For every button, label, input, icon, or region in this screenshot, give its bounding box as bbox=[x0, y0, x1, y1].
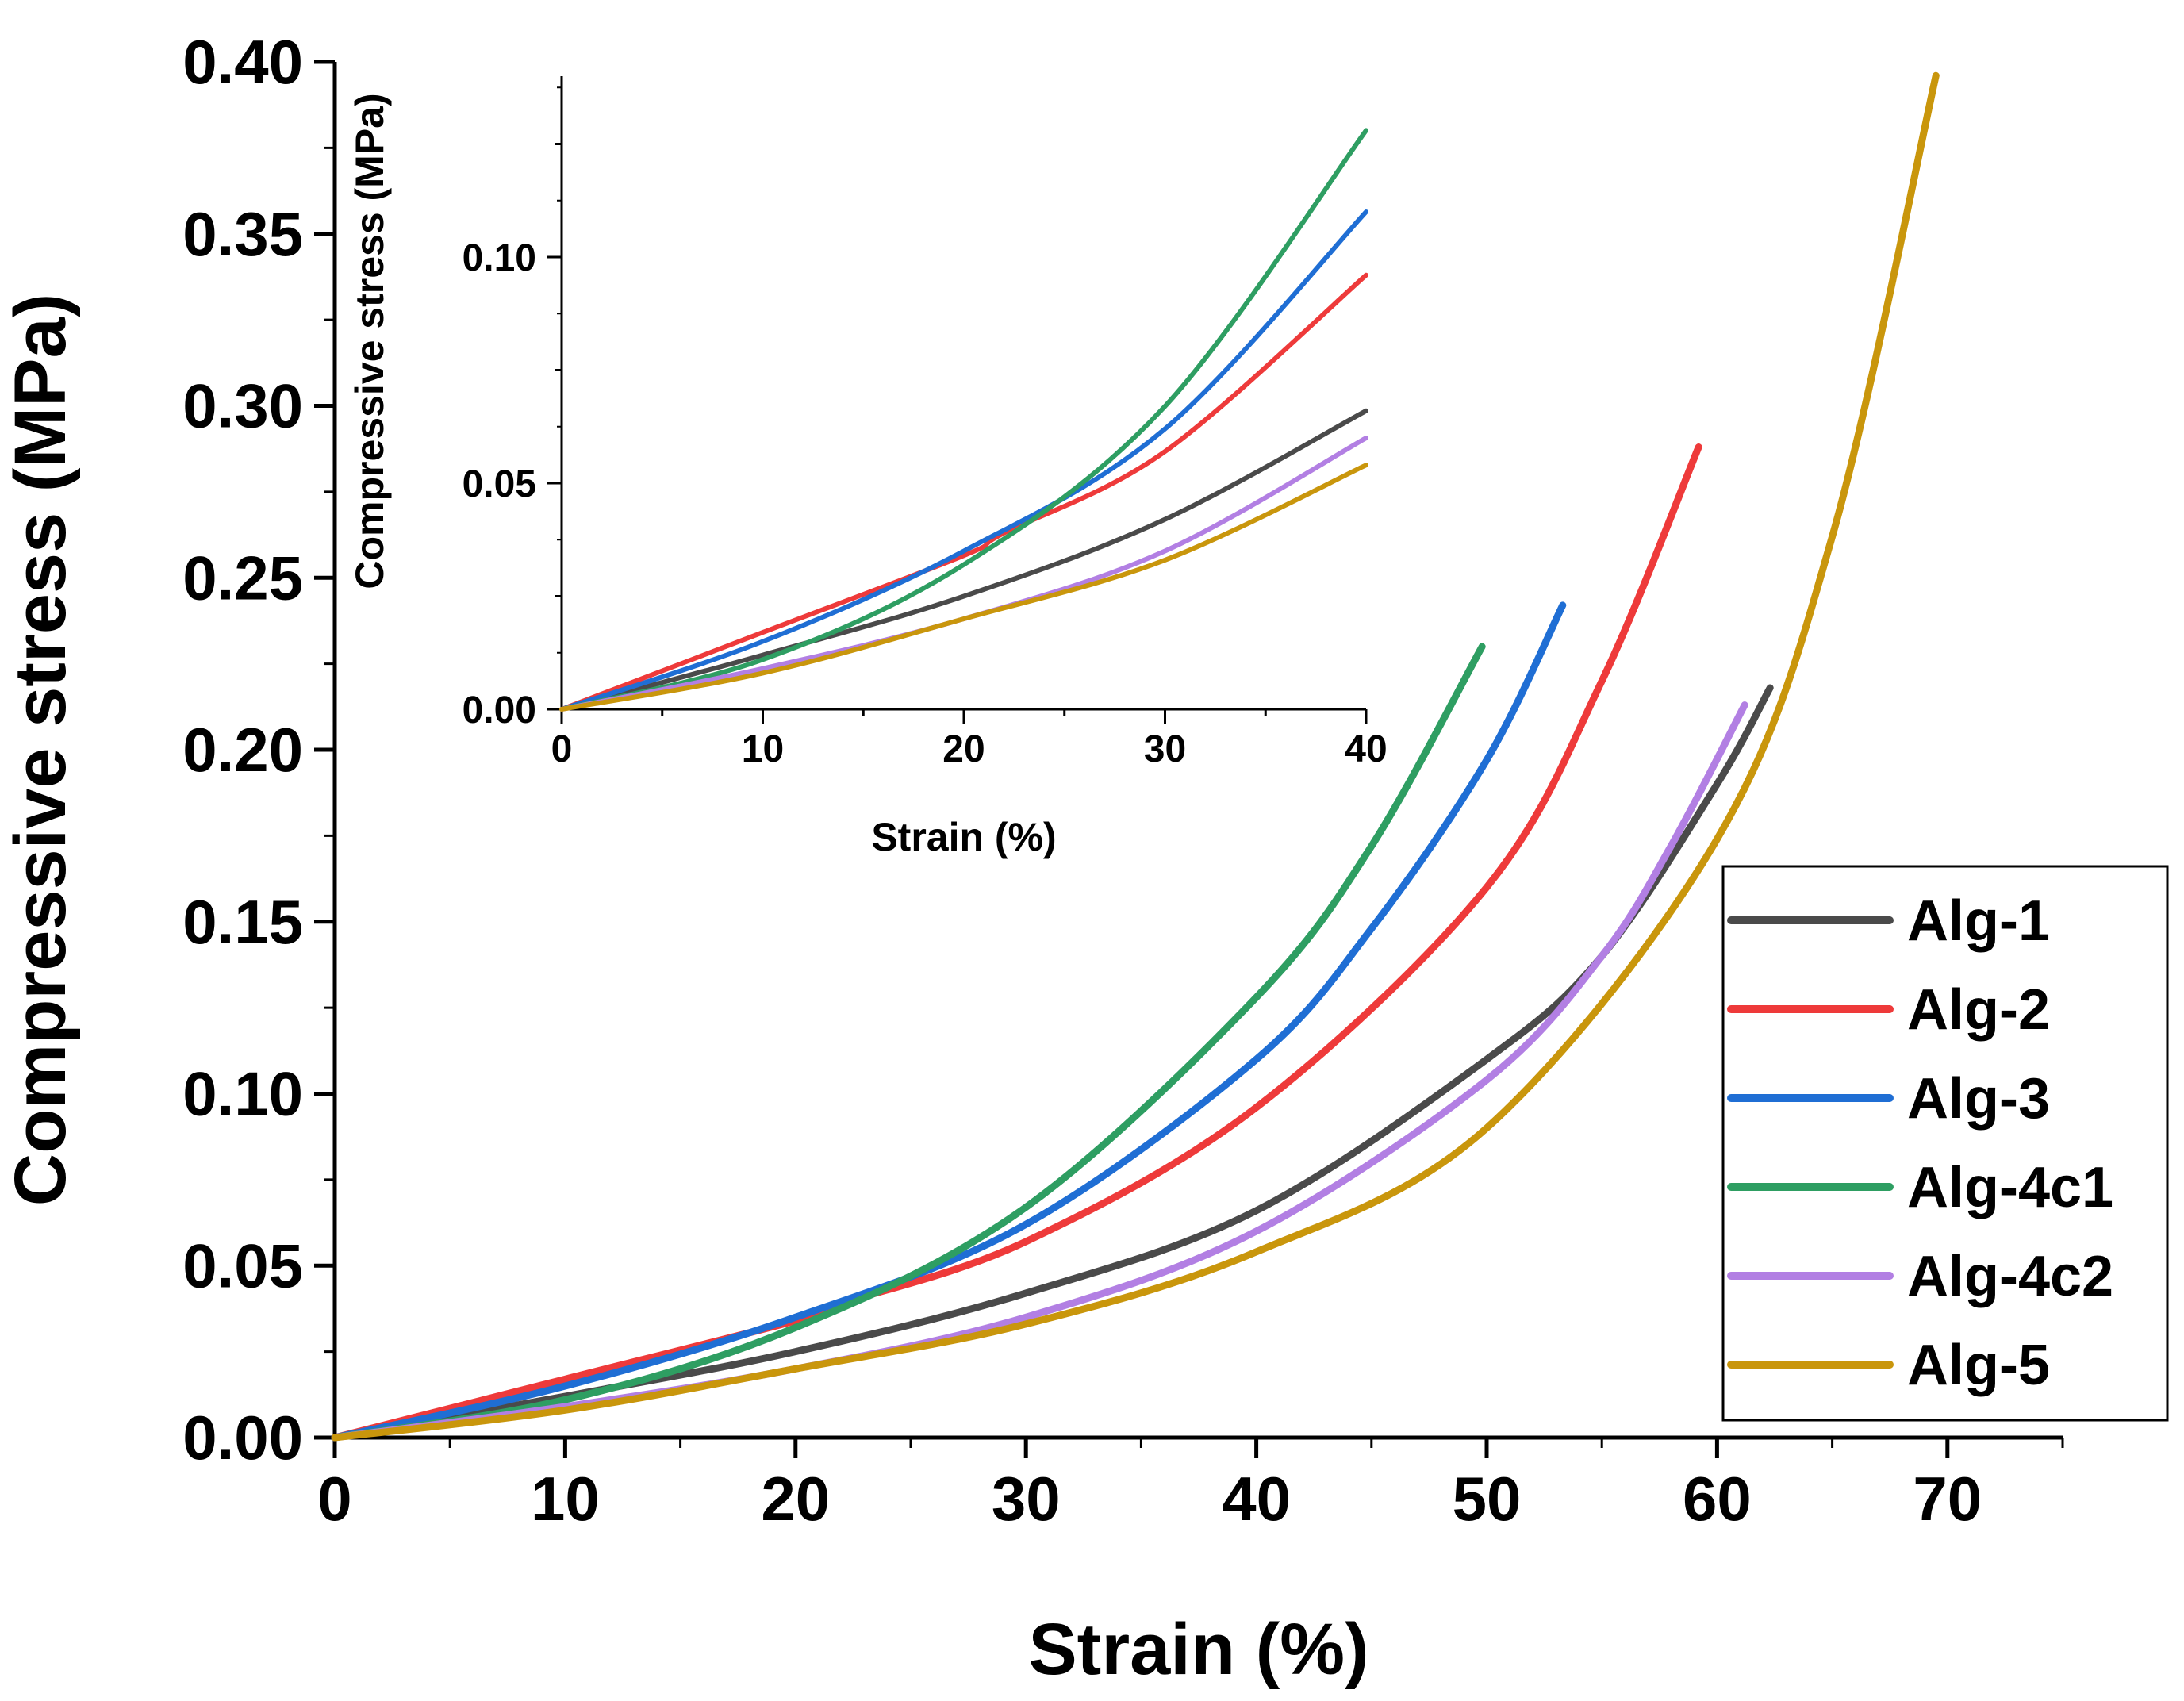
main-x-tick-label: 0 bbox=[317, 1464, 351, 1534]
main-x-tick-label: 30 bbox=[992, 1464, 1061, 1534]
inset-series-alg-5 bbox=[559, 463, 1368, 712]
legend-label-alg-1: Alg-1 bbox=[1907, 889, 2050, 953]
inset-series-alg-1 bbox=[559, 408, 1368, 712]
inset-ticks: 0 10 20 30 40 0.00 0.05 0.10 bbox=[463, 86, 1388, 770]
main-y-tick-label: 0.25 bbox=[182, 543, 303, 612]
main-y-tick-label: 0.40 bbox=[182, 27, 303, 97]
inset-series-group bbox=[559, 128, 1368, 712]
legend-label-alg-4c1: Alg-4c1 bbox=[1907, 1156, 2113, 1219]
legend-label-alg-4c2: Alg-4c2 bbox=[1907, 1245, 2113, 1308]
main-y-tick-label: 0.30 bbox=[182, 371, 303, 441]
inset-x-tick-label: 20 bbox=[942, 728, 985, 770]
inset-x-axis-title: Strain (%) bbox=[871, 815, 1056, 859]
inset-y-tick-label: 0.05 bbox=[463, 463, 536, 505]
legend-frame bbox=[1721, 865, 2169, 1422]
main-series-group bbox=[331, 71, 1940, 1442]
main-y-tick-label: 0.00 bbox=[182, 1403, 303, 1473]
inset-plot: 0 10 20 30 40 0.00 0.05 0.10 Strain (%) Compres… bbox=[347, 76, 1388, 859]
inset-x-tick-label: 0 bbox=[551, 728, 573, 770]
inset-x-tick-label: 30 bbox=[1144, 728, 1186, 770]
inset-x-tick-label: 10 bbox=[742, 728, 784, 770]
main-x-tick-label: 20 bbox=[761, 1464, 830, 1534]
legend-label-alg-5: Alg-5 bbox=[1907, 1334, 2050, 1397]
main-x-tick-label: 40 bbox=[1222, 1464, 1291, 1534]
main-x-tick-label: 70 bbox=[1913, 1464, 1982, 1534]
main-x-tick-label: 10 bbox=[531, 1464, 600, 1534]
legend-label-alg-3: Alg-3 bbox=[1907, 1067, 2050, 1131]
inset-y-tick-label: 0.00 bbox=[463, 689, 536, 731]
main-y-tick-label: 0.20 bbox=[182, 715, 303, 785]
main-plot: 0 10 20 30 40 50 60 70 0.00 0.05 0.10 0.15 0.20 0.25 0… bbox=[0, 27, 2064, 1690]
main-y-tick-label: 0.35 bbox=[182, 199, 303, 269]
inset-y-tick-label: 0.10 bbox=[463, 237, 536, 279]
main-x-tick-label: 50 bbox=[1453, 1464, 1522, 1534]
main-y-tick-label: 0.15 bbox=[182, 887, 303, 957]
legend: Alg-1 Alg-2 Alg-3 Alg-4c1 Alg-4c2 Alg-5 bbox=[1721, 865, 2169, 1422]
main-series-alg-2 bbox=[331, 443, 1702, 1442]
inset-series-alg-3 bbox=[559, 209, 1368, 712]
main-y-axis-title: Compressive stress (MPa) bbox=[0, 294, 81, 1207]
inset-series-alg-2 bbox=[559, 272, 1368, 712]
inset-y-axis-title: Compressive stress (MPa) bbox=[347, 93, 392, 589]
main-series-alg-5 bbox=[331, 71, 1940, 1442]
main-x-axis-title: Strain (%) bbox=[1028, 1609, 1368, 1690]
inset-x-tick-label: 40 bbox=[1345, 728, 1387, 770]
legend-label-alg-2: Alg-2 bbox=[1907, 978, 2050, 1042]
main-y-tick-label: 0.10 bbox=[182, 1059, 303, 1129]
main-series-alg-4c1 bbox=[331, 643, 1486, 1442]
legend-items: Alg-1 Alg-2 Alg-3 Alg-4c1 Alg-4c2 Alg-5 bbox=[1727, 889, 2113, 1397]
main-y-tick-label: 0.05 bbox=[182, 1231, 303, 1300]
main-ticks: 0 10 20 30 40 50 60 70 0.00 0.05 0.10 0.15 0.20 0.25 0… bbox=[182, 27, 2064, 1534]
main-series-alg-3 bbox=[331, 601, 1567, 1442]
main-x-tick-label: 60 bbox=[1683, 1464, 1752, 1534]
inset-series-alg-4c1 bbox=[559, 128, 1368, 712]
